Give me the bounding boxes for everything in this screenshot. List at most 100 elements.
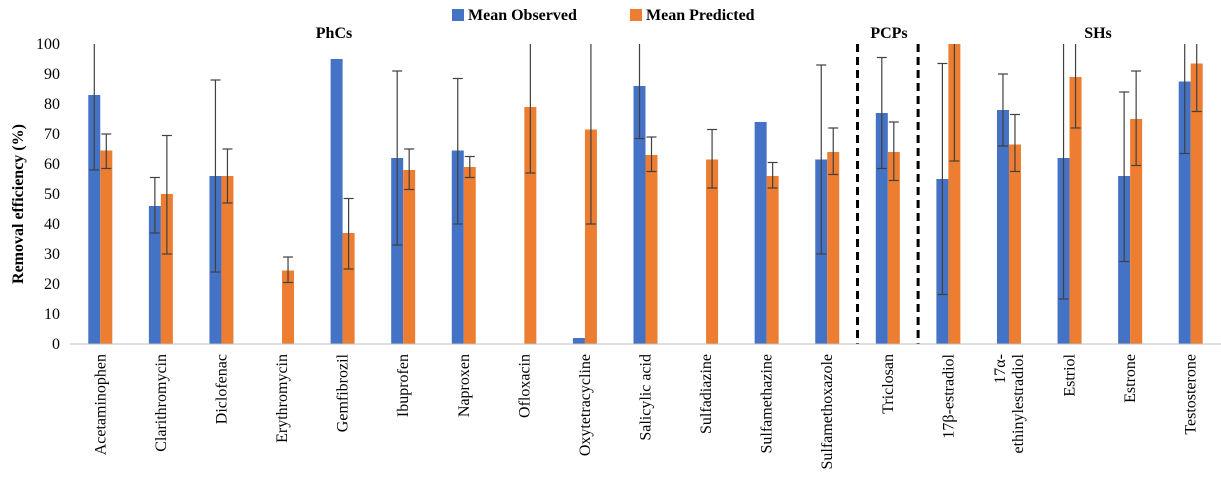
category-label: Ibuprofen [395,354,412,417]
x-tick-label: Naproxen [456,354,473,417]
error-bar [1058,44,1069,300]
y-tick-label: 50 [44,186,60,203]
y-tick-label: 90 [44,66,60,83]
bar-observed [996,110,1009,344]
bar-predicted [645,155,658,344]
category-label: Testosterone [1183,354,1200,435]
error-bar [1179,44,1190,155]
bar-observed [451,150,464,344]
y-tick-label: 30 [44,246,60,263]
category-label: Sulfamethoxazole [819,354,836,470]
category-label: Estriol [1062,353,1079,396]
error-bar [937,62,948,296]
bar-predicted [221,176,234,344]
error-bar [585,44,596,225]
bar-observed [572,338,585,344]
bar-predicted [403,170,416,344]
bar-predicted [1190,63,1203,344]
x-tick-label: Oxytetracycline [577,354,594,456]
error-bar [634,44,645,140]
error-bar [816,64,827,255]
bar-predicted [766,176,779,344]
error-bar [149,176,160,234]
error-bar [767,161,778,189]
y-tick-label: 0 [52,336,60,353]
bar-observed [875,113,888,344]
error-bar [452,77,463,225]
category-label: Estrone [1122,354,1139,403]
x-tick-label: Estrone [1122,354,1139,403]
bar-predicted [463,167,476,344]
bar-predicted [524,107,537,344]
error-bar [89,44,100,171]
y-axis: 0 10 20 30 40 50 60 70 80 90 100 [36,36,60,353]
x-tick-label: Erythromycin [274,354,291,443]
legend-swatch [630,9,642,21]
error-bar [525,44,536,174]
bar-predicted [1008,144,1021,344]
error-bar [392,70,403,246]
error-bar [949,44,960,162]
error-bar [404,148,415,191]
category-label: Triclosan [880,354,897,414]
x-tick-label: Diclofenac [213,354,230,424]
x-tick-label: Estriol [1062,353,1079,396]
x-tick-label: Ofloxacin [516,354,533,418]
bar-predicted [160,194,173,344]
x-tick-label: Clarithromycin [153,354,170,452]
x-tick-label: 17β-estradiol [940,353,957,438]
bar-predicted [584,129,597,344]
error-bars [89,44,1202,300]
x-tick-label: 17α-ethinylestradiol [992,353,1027,453]
bar-observed [633,86,646,344]
bars [88,44,1203,344]
bar-predicted [100,150,113,344]
group-separators [856,44,920,344]
bar-predicted [887,152,900,344]
category-label: 17β-estradiol [940,353,957,438]
legend-label: Mean Predicted [646,7,755,24]
category-label: Sulfamethazine [759,354,776,454]
x-tick-label: Sulfamethoxazole [819,354,836,470]
category-label: Gemfibrozil [335,353,352,432]
category-label: Ofloxacin [516,354,533,418]
error-bar [1070,44,1081,129]
bar-predicted [342,233,355,344]
group-label: SHs [1084,25,1112,42]
x-tick-label: Sulfadiazine [698,354,715,434]
error-bar [101,133,112,170]
error-bar [646,136,657,173]
bar-observed [88,95,101,344]
error-bar [876,56,887,170]
legend: Mean Observed Mean Predicted [452,7,755,24]
error-bar [707,128,718,189]
error-bar [210,79,221,273]
error-bar [828,127,839,176]
bar-predicted [1130,119,1143,344]
category-label: Naproxen [456,354,473,417]
bar-observed [754,122,767,344]
bar-observed [148,206,161,344]
error-bar [222,148,233,204]
error-bar [1009,113,1020,173]
legend-item: Mean Observed [452,7,577,24]
y-tick-label: 20 [44,276,60,293]
bar-predicted [1069,77,1082,344]
bar-observed [391,158,404,344]
error-bar [1131,70,1142,167]
group-label: PhCs [316,25,352,42]
error-bar [464,155,475,179]
category-label: Acetaminophen [92,354,109,455]
group-labels: PhCs PCPs SHs [316,25,1112,42]
error-bar [997,73,1008,147]
error-bar [283,256,294,284]
bar-observed [1178,81,1191,344]
x-tick-label: Sulfamethazine [759,354,776,454]
bar-predicted [282,270,295,344]
bar-predicted [706,159,719,344]
bar-predicted [948,44,961,344]
x-tick-label: Ibuprofen [395,354,412,417]
bar-predicted [827,152,840,344]
category-label: 17α- [992,354,1009,384]
category-label: Clarithromycin [153,354,170,452]
